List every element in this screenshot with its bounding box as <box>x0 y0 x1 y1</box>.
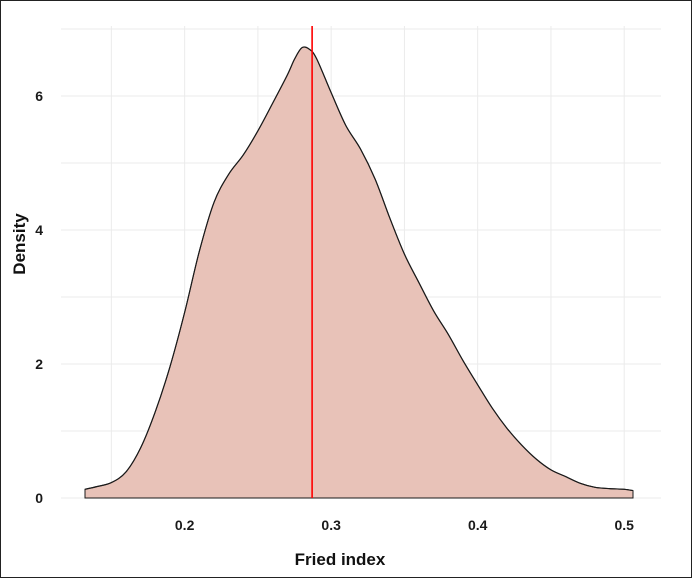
y-axis-title: Density <box>10 213 29 275</box>
x-axis-title: Fried index <box>295 550 386 569</box>
y-tick-label: 2 <box>35 356 43 372</box>
x-tick-label: 0.3 <box>321 517 341 533</box>
density-curve <box>84 46 634 492</box>
x-tick-label: 0.2 <box>175 517 195 533</box>
y-tick-label: 4 <box>35 222 43 238</box>
y-tick-label: 0 <box>35 490 43 506</box>
y-tick-label: 6 <box>35 88 43 104</box>
x-axis-ticks: 0.2 0.3 0.4 0.5 <box>175 517 634 533</box>
x-tick-label: 0.4 <box>468 517 488 533</box>
y-axis-ticks: 0 2 4 6 <box>35 88 43 506</box>
x-tick-label: 0.5 <box>614 517 634 533</box>
